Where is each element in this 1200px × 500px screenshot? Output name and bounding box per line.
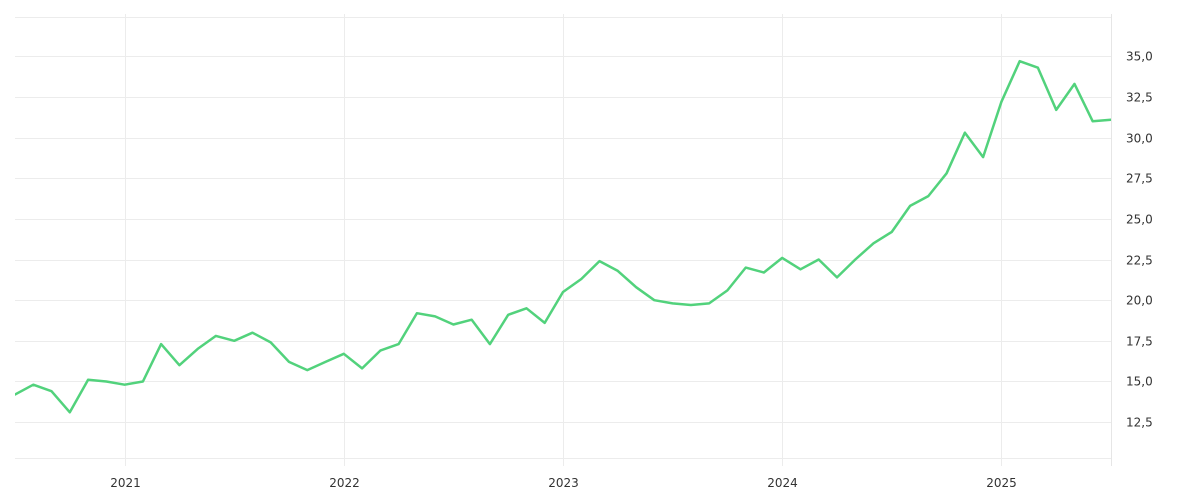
- y-tick-label: 30,0: [1126, 132, 1153, 146]
- y-tick-label: 35,0: [1126, 50, 1153, 64]
- y-tick-label: 22,5: [1126, 254, 1153, 268]
- y-tick-label: 17,5: [1126, 335, 1153, 349]
- grid-layer: [15, 14, 1111, 466]
- y-tick-label: 12,5: [1126, 416, 1153, 430]
- y-tick-label: 25,0: [1126, 213, 1153, 227]
- y-tick-label: 20,0: [1126, 294, 1153, 308]
- series-layer: [15, 59, 1111, 414]
- series-line: [15, 59, 1111, 414]
- y-tick-label: 27,5: [1126, 172, 1153, 186]
- x-tick-label: 2023: [548, 476, 579, 490]
- x-tick-label: 2025: [986, 476, 1017, 490]
- x-tick-label: 2022: [329, 476, 360, 490]
- x-tick-label: 2024: [767, 476, 798, 490]
- y-tick-label: 32,5: [1126, 91, 1153, 105]
- x-tick-label: 2021: [110, 476, 141, 490]
- y-tick-label: 15,0: [1126, 375, 1153, 389]
- tick-label-layer: 12,5 15,0 17,5 20,0 22,5 25,0 27,5 30,0 32,5 35,0…: [110, 50, 1152, 491]
